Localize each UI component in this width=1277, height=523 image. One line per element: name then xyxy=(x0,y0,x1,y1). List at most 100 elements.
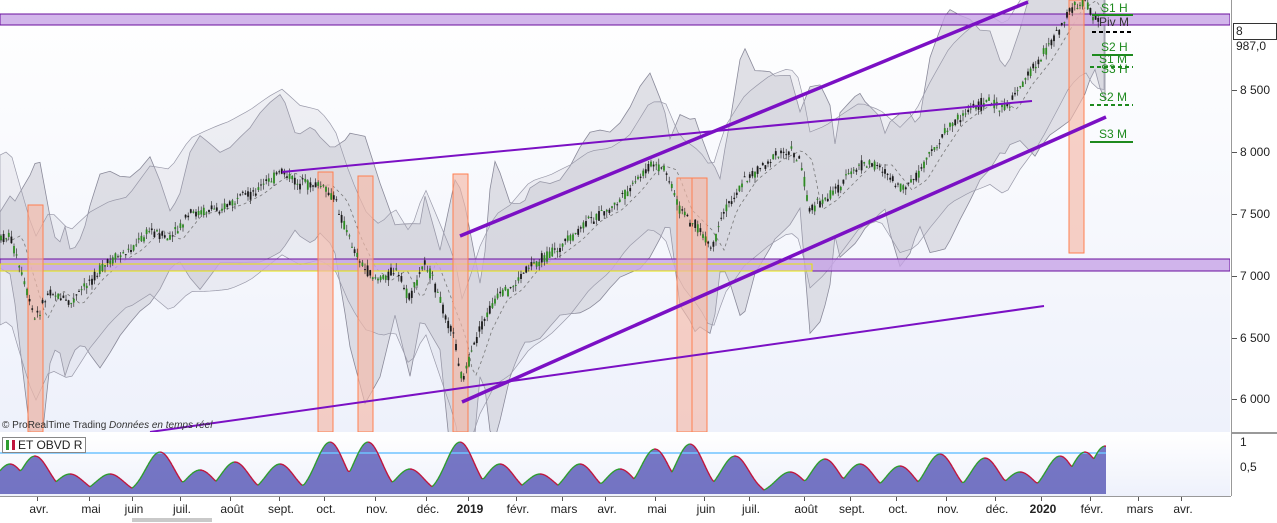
candle-body xyxy=(450,326,452,332)
realtime-text: Données en temps réel xyxy=(109,420,212,431)
candle-body xyxy=(24,281,26,284)
pivot-line-s2m xyxy=(1090,104,1133,106)
candle-body xyxy=(832,191,834,195)
candle-body xyxy=(73,299,75,303)
candle-body xyxy=(258,187,260,190)
candle-body xyxy=(889,178,891,180)
candle-body xyxy=(453,332,455,333)
candle-body xyxy=(684,212,686,215)
candle-body xyxy=(806,195,808,201)
candle-body xyxy=(315,182,317,187)
candle-body xyxy=(86,286,88,288)
candle-body xyxy=(3,234,5,242)
candle-body xyxy=(918,171,920,178)
oscillator-indicator-label[interactable]: ET OBVD R xyxy=(2,437,86,453)
pivot-label-s1h: S1 H xyxy=(1101,1,1128,15)
candle-body xyxy=(1001,105,1003,107)
candle-body xyxy=(187,216,189,218)
time-axis-label: avr. xyxy=(1173,502,1192,516)
oscillator-line-segment xyxy=(792,472,794,473)
candle-body xyxy=(242,192,244,193)
candle-body xyxy=(645,169,647,173)
candle-body xyxy=(661,167,663,168)
candle-body xyxy=(557,251,559,252)
time-axis-label: 2019 xyxy=(457,502,484,516)
candle-body xyxy=(840,187,842,190)
oscillator-line-segment xyxy=(804,480,806,481)
oscillator-line-segment xyxy=(1082,452,1084,453)
oscillator-line-segment xyxy=(66,474,68,475)
candle-body xyxy=(122,252,124,253)
candle-body xyxy=(156,230,158,231)
candle-body xyxy=(637,177,639,179)
candle-body xyxy=(757,166,759,174)
candle-body xyxy=(736,193,738,195)
candle-body xyxy=(642,171,644,176)
candle-body xyxy=(224,203,226,209)
time-axis-label: nov. xyxy=(937,502,959,516)
price-chart-panel[interactable] xyxy=(0,0,1230,432)
candle-body xyxy=(588,217,590,218)
oscillator-line-segment xyxy=(1022,472,1024,473)
time-axis-label: oct. xyxy=(316,502,335,516)
time-axis-label: juil. xyxy=(173,502,191,516)
candle-body xyxy=(640,177,642,178)
candle-body xyxy=(112,257,114,263)
time-axis-label: mars xyxy=(1127,502,1154,516)
candle-body xyxy=(611,206,613,208)
candle-body xyxy=(388,272,390,280)
candle-body xyxy=(302,178,304,179)
candle-body xyxy=(492,303,494,308)
candle-body xyxy=(1027,72,1029,76)
candle-body xyxy=(931,149,933,151)
oscillator-line-segment xyxy=(194,471,196,472)
candle-body xyxy=(697,224,699,232)
candle-body xyxy=(471,350,473,351)
candle-body xyxy=(1045,48,1047,55)
candle-body xyxy=(1087,2,1089,9)
candle-body xyxy=(141,236,143,241)
candle-body xyxy=(375,277,377,278)
candle-body xyxy=(653,165,655,167)
candle-body xyxy=(999,111,1001,112)
candle-body xyxy=(817,199,819,200)
price-axis[interactable]: 8 500 8 000 7 500 7 000 6 500 6 000 1 0,… xyxy=(1231,0,1277,496)
time-axis-label: févr. xyxy=(1081,502,1104,516)
candle-body xyxy=(161,231,163,235)
candle-body xyxy=(702,234,704,238)
candle-body xyxy=(437,292,439,293)
candle-body xyxy=(63,296,65,298)
candle-body xyxy=(1048,43,1050,44)
candle-body xyxy=(1012,95,1014,99)
candle-body xyxy=(226,204,228,207)
time-axis-label: févr. xyxy=(507,502,530,516)
oscillator-canvas[interactable] xyxy=(0,434,1230,496)
time-axis-label: déc. xyxy=(986,502,1009,516)
candle-body xyxy=(905,187,907,189)
candle-body xyxy=(468,357,470,367)
oscillator-line-segment xyxy=(106,474,108,475)
horizontal-scrollbar-thumb[interactable] xyxy=(132,518,212,522)
candle-body xyxy=(635,181,637,182)
candle-body xyxy=(614,203,616,205)
candle-body xyxy=(34,319,36,320)
oscillator-line-segment xyxy=(1102,446,1104,447)
candle-body xyxy=(525,266,527,272)
oscillator-line-segment xyxy=(204,471,206,472)
oscillator-line-segment xyxy=(656,449,658,450)
candle-body xyxy=(713,242,715,247)
candle-body xyxy=(151,228,153,230)
candle-body xyxy=(1071,7,1073,13)
oscillator-line-segment xyxy=(652,449,654,450)
candle-body xyxy=(21,272,23,274)
candle-body xyxy=(414,283,416,288)
candle-body xyxy=(289,174,291,179)
candle-body xyxy=(208,210,210,212)
candle-body xyxy=(728,201,730,203)
candle-body xyxy=(312,185,314,186)
oscillator-panel[interactable] xyxy=(0,434,1230,496)
candle-body xyxy=(473,343,475,345)
candle-body xyxy=(887,174,889,175)
price-chart-canvas[interactable] xyxy=(0,0,1230,432)
candle-body xyxy=(1019,86,1021,87)
